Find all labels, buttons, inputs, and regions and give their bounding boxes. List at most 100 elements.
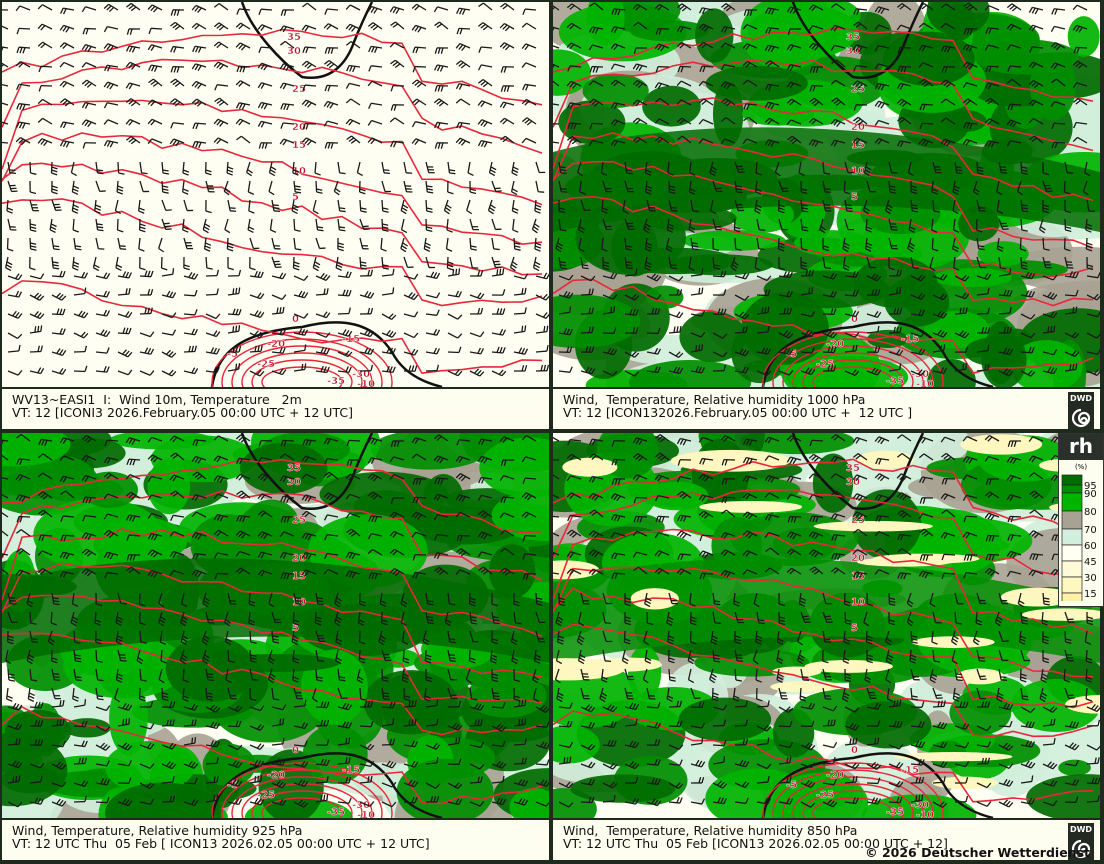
wind-barb xyxy=(403,332,415,339)
wind-barb xyxy=(945,98,956,106)
wind-barb xyxy=(1064,351,1076,358)
wind-barb xyxy=(1086,351,1098,355)
wind-barb xyxy=(1076,121,1088,125)
wind-barb xyxy=(159,630,163,642)
temperature-contour xyxy=(802,359,904,387)
contour-label: -30 xyxy=(352,369,370,380)
wind-barb xyxy=(283,531,295,537)
wind-barb xyxy=(558,275,570,281)
wind-barb xyxy=(996,180,1000,192)
wind-barb xyxy=(161,332,173,336)
temperature-contour xyxy=(762,331,944,387)
wind-barb xyxy=(305,24,317,30)
wind-barb xyxy=(953,256,956,269)
wind-barb xyxy=(467,161,471,173)
temperature-contour xyxy=(2,132,543,245)
wind-barb xyxy=(504,117,515,125)
wind-barb xyxy=(481,494,493,499)
wind-barb xyxy=(558,744,570,749)
wind-barb xyxy=(249,725,261,731)
wind-barb xyxy=(624,801,636,805)
wind-barb xyxy=(976,275,988,280)
wind-barb xyxy=(84,27,97,30)
wind-barb xyxy=(580,592,585,604)
humidity-area xyxy=(553,49,591,96)
contour-label: 15 xyxy=(292,571,306,582)
contour-label: 5 xyxy=(292,623,299,634)
wind-barb xyxy=(944,436,956,442)
wind-barb xyxy=(468,649,471,662)
wind-barb xyxy=(1033,472,1044,480)
wind-barb xyxy=(558,180,562,192)
wind-barb xyxy=(1010,23,1022,30)
wind-barb xyxy=(1086,332,1098,339)
wind-barb xyxy=(205,313,217,320)
wind-barb xyxy=(460,98,471,106)
wind-barb xyxy=(965,515,978,518)
wind-barb xyxy=(271,351,284,354)
wind-barb xyxy=(6,199,9,212)
wind-barb xyxy=(580,801,593,804)
wind-barb xyxy=(822,782,834,786)
wind-barb xyxy=(680,25,692,30)
wind-barb xyxy=(747,60,758,68)
contour-label: -10 xyxy=(916,379,934,387)
wind-barb xyxy=(1086,744,1098,751)
wind-barb xyxy=(910,351,922,356)
wind-barb xyxy=(791,98,802,106)
wind-barb xyxy=(998,668,1002,680)
wind-barb xyxy=(932,763,944,768)
wind-barb xyxy=(437,513,449,518)
wind-barb xyxy=(400,592,405,604)
legend-swatch xyxy=(1061,492,1083,512)
wind-barb xyxy=(261,24,273,30)
wind-barb xyxy=(92,256,97,268)
wind-barb xyxy=(812,4,824,11)
wind-barb xyxy=(381,161,385,173)
wind-barb xyxy=(1010,493,1022,499)
wind-barb xyxy=(173,45,185,49)
wind-barb xyxy=(359,725,372,728)
wind-barb xyxy=(1038,218,1044,230)
wind-barb xyxy=(558,801,570,808)
wind-barb xyxy=(1009,515,1022,518)
wind-barb xyxy=(614,43,626,49)
wind-barb xyxy=(1042,351,1054,356)
wind-barb xyxy=(85,101,97,106)
dry-area xyxy=(670,449,791,472)
temperature-contour xyxy=(221,769,383,818)
wind-barb xyxy=(491,744,503,748)
wind-barb xyxy=(525,62,537,68)
valid-time: VT: 12 UTC Thu 05 Feb [ICON13 2026.02.05… xyxy=(563,836,948,851)
wind-barb xyxy=(7,161,11,173)
wind-barb xyxy=(315,293,328,296)
temperature-contour xyxy=(2,528,543,638)
wind-barb xyxy=(2,568,9,575)
wind-barb xyxy=(778,218,783,230)
wind-barb xyxy=(553,532,560,537)
humidity-area xyxy=(964,337,1023,367)
temperature-contour xyxy=(2,198,543,307)
wind-barb xyxy=(642,668,648,680)
wind-barb xyxy=(1032,99,1044,106)
wind-barb xyxy=(1020,801,1032,805)
wind-barb xyxy=(205,370,217,374)
contour-label: -35 xyxy=(327,376,345,387)
wind-barb xyxy=(1016,180,1022,192)
wind-barb xyxy=(614,102,626,106)
wind-barb xyxy=(95,351,108,354)
humidity-area xyxy=(933,268,1012,288)
humidity-area xyxy=(509,788,549,818)
wind-barb xyxy=(283,138,295,144)
wind-barb xyxy=(447,687,453,699)
wind-barb xyxy=(161,781,174,784)
wind-barb xyxy=(95,370,108,373)
wind-barb xyxy=(702,494,714,499)
wind-barb xyxy=(305,569,317,575)
wind-barb xyxy=(107,513,119,518)
wind-barb xyxy=(395,21,405,30)
